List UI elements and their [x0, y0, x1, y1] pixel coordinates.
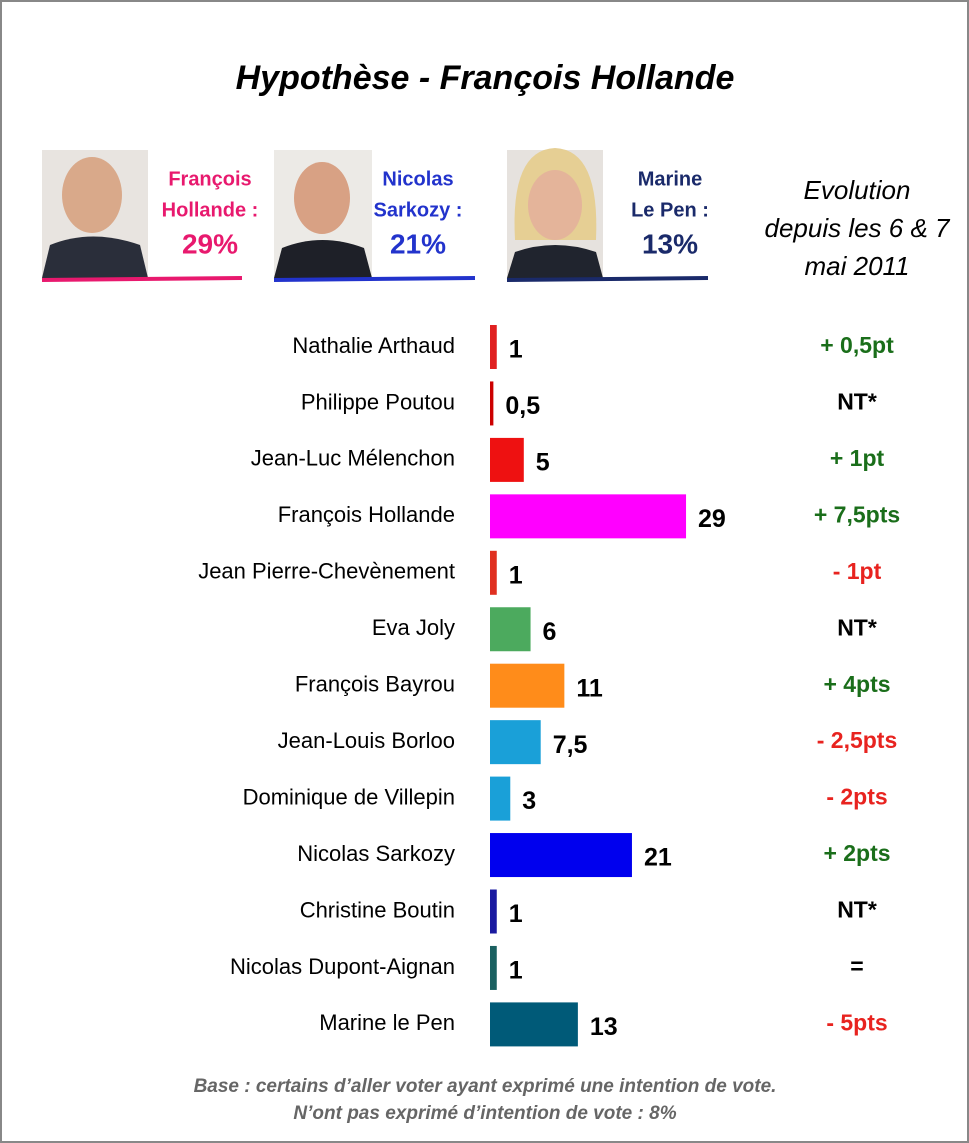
header-name: Nicolas: [382, 168, 453, 190]
header-underline: [506, 276, 709, 282]
header-score: 21%: [390, 228, 446, 259]
header-score: 13%: [642, 228, 698, 259]
value-label: 21: [644, 844, 672, 872]
evolution-label: + 1pt: [830, 445, 885, 471]
bar: [490, 720, 541, 765]
value-label: 1: [509, 561, 523, 589]
evolution-label: - 2pts: [826, 784, 887, 810]
header-name: Marine: [638, 168, 702, 190]
bar: [490, 437, 524, 482]
evolution-label: - 1pt: [833, 558, 882, 584]
category-label: Dominique de Villepin: [243, 784, 455, 809]
header-name: Hollande :: [162, 199, 259, 221]
category-label: Nathalie Arthaud: [292, 333, 455, 358]
evolution-label: - 2,5pts: [817, 727, 898, 753]
footnote: Base : certains d’aller voter ayant expr…: [194, 1076, 777, 1097]
evolution-label: - 5pts: [826, 1009, 887, 1035]
bar: [490, 1002, 578, 1047]
value-label: 7,5: [553, 731, 588, 759]
category-label: François Bayrou: [295, 672, 455, 697]
bar: [490, 381, 494, 426]
value-label: 6: [543, 618, 557, 646]
header-score: 29%: [182, 228, 238, 259]
evolution-title: mai 2011: [804, 251, 909, 281]
header-name: Le Pen :: [631, 199, 709, 221]
evolution-label: NT*: [837, 614, 877, 640]
evolution-label: =: [850, 953, 863, 979]
category-label: Eva Joly: [372, 615, 455, 640]
photo: [274, 150, 372, 278]
value-label: 1: [509, 336, 523, 364]
bar: [490, 663, 565, 708]
bar: [490, 776, 511, 821]
value-label: 3: [522, 787, 536, 815]
bar: [490, 889, 497, 934]
header-name: Sarkozy :: [374, 199, 463, 221]
value-label: 5: [536, 449, 550, 477]
category-label: Nicolas Sarkozy: [297, 841, 455, 866]
evolution-label: + 2pts: [823, 840, 890, 866]
value-label: 13: [590, 1013, 618, 1041]
category-label: Marine le Pen: [319, 1010, 455, 1035]
footnote: N’ont pas exprimé d’intention de vote : …: [293, 1103, 676, 1124]
bar: [490, 494, 687, 539]
category-label: Jean-Luc Mélenchon: [251, 446, 455, 471]
evolution-title: depuis les 6 & 7: [764, 213, 951, 243]
value-label: 1: [509, 957, 523, 985]
category-label: Nicolas Dupont-Aignan: [230, 954, 455, 979]
chart-title: Hypothèse - François Hollande: [236, 59, 735, 97]
evolution-label: NT*: [837, 389, 877, 415]
value-label: 11: [576, 674, 603, 702]
bar: [490, 325, 497, 369]
header-underline: [41, 276, 243, 282]
photo: [42, 150, 148, 278]
evolution-label: + 7,5pts: [814, 501, 900, 527]
value-label: 0,5: [505, 392, 540, 420]
category-label: Christine Boutin: [300, 897, 455, 922]
evolution-label: + 0,5pt: [820, 332, 894, 358]
evolution-title: Evolution: [804, 175, 911, 205]
category-label: Philippe Poutou: [301, 389, 455, 414]
category-label: Jean-Louis Borloo: [278, 728, 455, 753]
bar: [490, 550, 497, 595]
category-label: Jean Pierre-Chevènement: [198, 559, 455, 584]
evolution-label: + 4pts: [823, 671, 890, 697]
value-label: 29: [698, 505, 726, 533]
evolution-label: NT*: [837, 897, 877, 923]
category-label: François Hollande: [278, 502, 455, 527]
bar: [490, 945, 497, 990]
bar: [490, 607, 531, 652]
header-underline: [273, 276, 476, 282]
photo: [507, 148, 603, 278]
header-name: François: [168, 168, 251, 190]
value-label: 1: [509, 900, 523, 928]
bar: [490, 833, 632, 878]
